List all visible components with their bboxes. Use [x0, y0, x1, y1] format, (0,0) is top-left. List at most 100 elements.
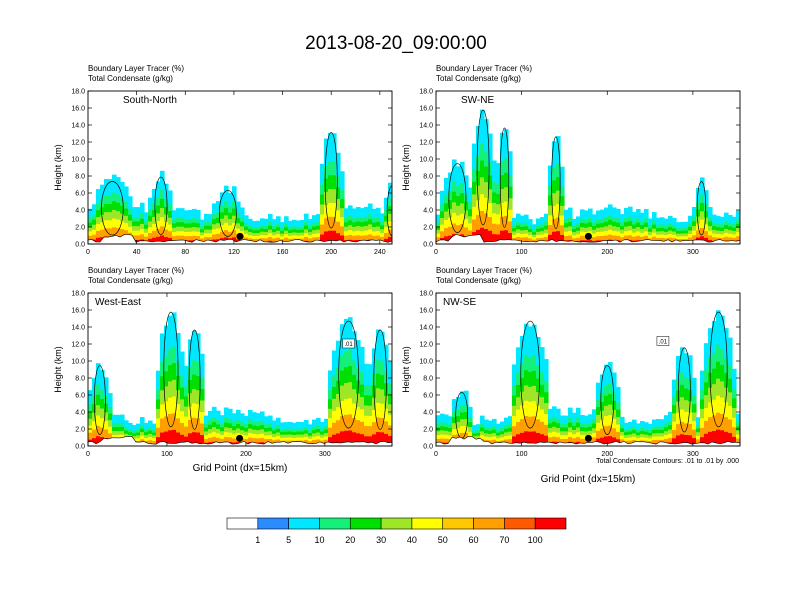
colorbar-label: 50	[438, 535, 448, 545]
tracer-field	[436, 310, 740, 446]
plot-frame	[87, 90, 393, 245]
y-tick-label: 8.0	[423, 174, 433, 181]
panel-label: West-East	[95, 297, 141, 308]
plot-frame	[87, 292, 393, 447]
tracer-field	[88, 312, 392, 446]
y-axis-label: Height (km)	[401, 346, 411, 393]
colorbar-swatch	[257, 517, 289, 530]
location-marker	[236, 232, 244, 240]
y-tick-label: 12.0	[71, 140, 85, 147]
contour-label: .01	[344, 342, 353, 348]
contour-label-box	[656, 336, 670, 346]
condensate-contour	[677, 347, 691, 433]
x-axis-label: Grid Point (dx=15km)	[541, 474, 636, 485]
terrain	[435, 436, 741, 447]
y-tick-label: 0.0	[75, 444, 85, 451]
panel-subtitle-tracer: Boundary Layer Tracer (%)	[436, 266, 532, 275]
x-tick-label: 300	[319, 451, 331, 458]
colorbar-label: 40	[407, 535, 417, 545]
condensate-contour	[218, 190, 237, 237]
x-tick-label: 40	[133, 249, 141, 256]
y-tick-label: 8.0	[75, 376, 85, 383]
condensate-contour	[324, 132, 338, 229]
colorbar-swatch	[442, 517, 474, 530]
plot-frame	[435, 90, 741, 245]
panel-subtitle-condensate: Total Condensate (g/kg)	[436, 74, 521, 83]
y-tick-label: 2.0	[75, 225, 85, 232]
y-tick-label: 6.0	[423, 191, 433, 198]
colorbar-label: 100	[528, 535, 543, 545]
y-tick-label: 4.0	[423, 208, 433, 215]
terrain	[435, 233, 741, 245]
figure-title: 2013-08-20_09:00:00	[305, 33, 487, 54]
location-marker	[584, 434, 592, 442]
condensate-contour	[338, 320, 359, 429]
x-tick-label: 200	[325, 249, 337, 256]
y-tick-label: 14.0	[419, 325, 433, 332]
condensate-contour	[551, 136, 561, 230]
colorbar-swatch	[319, 517, 351, 530]
x-tick-label: 160	[277, 249, 289, 256]
colorbar-swatch	[411, 517, 444, 530]
condensate-contour	[101, 181, 124, 236]
location-marker	[584, 232, 592, 240]
condensate-contour	[600, 365, 615, 435]
y-axis-label: Height (km)	[53, 346, 63, 393]
x-tick-label: 0	[434, 249, 438, 256]
contour-note: Total Condensate Contours: .01 to .01 by…	[596, 458, 739, 465]
y-tick-label: 4.0	[75, 208, 85, 215]
y-tick-label: 14.0	[71, 123, 85, 130]
y-tick-label: 8.0	[75, 174, 85, 181]
y-tick-label: 2.0	[75, 427, 85, 434]
colorbar-swatch	[226, 517, 259, 530]
x-axis-label: Grid Point (dx=15km)	[193, 463, 288, 474]
colorbar-swatch	[349, 517, 382, 530]
y-tick-label: 10.0	[71, 157, 85, 164]
x-tick-label: 80	[181, 249, 189, 256]
colorbar-label: 70	[499, 535, 509, 545]
condensate-contour	[476, 109, 490, 226]
condensate-contour	[499, 127, 510, 228]
panel-west-east: .01 West-East Boundary Layer Tracer (%)Tot…	[53, 266, 393, 474]
x-tick-label: 300	[687, 451, 699, 458]
location-marker	[236, 434, 244, 442]
y-tick-label: 16.0	[419, 106, 433, 113]
y-tick-label: 18.0	[419, 291, 433, 298]
condensate-contour	[154, 176, 168, 235]
x-tick-label: 100	[516, 451, 528, 458]
tracer-field	[436, 109, 740, 244]
y-tick-label: 16.0	[419, 308, 433, 315]
condensate-contour	[709, 311, 728, 428]
y-tick-label: 12.0	[419, 140, 433, 147]
panel-subtitle-condensate: Total Condensate (g/kg)	[88, 74, 173, 83]
colorbar-swatch	[534, 517, 567, 530]
x-tick-label: 0	[86, 249, 90, 256]
y-tick-label: 4.0	[75, 410, 85, 417]
colorbar-swatch	[288, 517, 320, 530]
y-tick-label: 8.0	[423, 376, 433, 383]
panel-sw-ne: SW-NE Boundary Layer Tracer (%)Total Cond…	[401, 64, 741, 256]
plot-frame	[435, 292, 741, 447]
colorbar-swatch	[473, 517, 505, 530]
y-tick-label: 2.0	[423, 427, 433, 434]
y-tick-label: 12.0	[71, 342, 85, 349]
contour-label: .01	[659, 339, 668, 345]
condensate-contour	[373, 329, 387, 430]
colorbar-swatch	[504, 517, 536, 530]
y-tick-label: 10.0	[419, 157, 433, 164]
contour-label-box	[342, 338, 355, 349]
y-tick-label: 6.0	[423, 393, 433, 400]
condensate-contour	[188, 329, 201, 430]
y-tick-label: 18.0	[71, 291, 85, 298]
panel-south-north: South-North Boundary Layer Tracer (%)Tota…	[53, 64, 393, 256]
panel-label: NW-SE	[443, 297, 476, 308]
panel-subtitle-condensate: Total Condensate (g/kg)	[436, 276, 521, 285]
x-tick-label: 100	[161, 451, 173, 458]
colorbar-label: 5	[286, 535, 291, 545]
colorbar-label: 1	[255, 535, 260, 545]
condensate-contour	[448, 163, 467, 233]
y-tick-label: 18.0	[419, 89, 433, 96]
